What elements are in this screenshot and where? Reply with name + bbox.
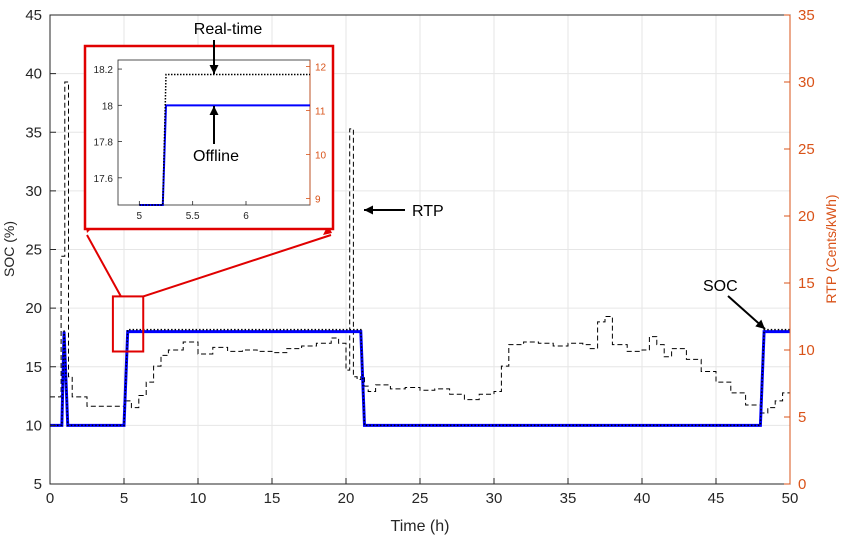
x-tick-label: 50 bbox=[782, 490, 799, 507]
annotation-arrows bbox=[209, 40, 766, 330]
inset-y-right-tick-label: 12 bbox=[315, 63, 327, 74]
x-tick-label: 25 bbox=[412, 490, 429, 507]
inset-y-tick-label: 18 bbox=[102, 101, 114, 112]
y-tick-label: 15 bbox=[25, 359, 42, 376]
annotation-soc: SOC bbox=[703, 278, 738, 295]
y-tick-label: 25 bbox=[25, 242, 42, 259]
arrow-soc-head bbox=[755, 319, 765, 329]
y-right-tick-label: 30 bbox=[798, 74, 815, 91]
inset-y-tick-label: 17.8 bbox=[94, 138, 114, 149]
arrow-offline-head bbox=[209, 106, 219, 115]
inset-x-tick-label: 6 bbox=[243, 211, 249, 222]
y-right-tick-label: 35 bbox=[798, 7, 815, 24]
y-right-tick-label: 15 bbox=[798, 275, 815, 292]
x-tick-label: 30 bbox=[486, 490, 503, 507]
inset-x-tick-label: 5.5 bbox=[186, 211, 200, 222]
y-right-tick-label: 20 bbox=[798, 208, 815, 225]
annotation-rtp: RTP bbox=[412, 203, 444, 220]
x-tick-label: 5 bbox=[120, 490, 128, 507]
tick-layer: 0 5 10 15 20 25 30 35 40 45 5051015202530354045051… bbox=[25, 7, 814, 507]
annotation-realtime: Real-time bbox=[194, 21, 263, 38]
series-layer bbox=[50, 81, 791, 427]
inset-y-right-tick-label: 9 bbox=[315, 194, 321, 205]
arrow-rtp-head bbox=[364, 205, 373, 215]
x-tick-label: 20 bbox=[338, 490, 355, 507]
zoom-region-box bbox=[111, 295, 145, 353]
y-right-tick-label: 0 bbox=[798, 476, 806, 493]
inset-x-tick-label: 5 bbox=[137, 211, 143, 222]
y-tick-label: 40 bbox=[25, 66, 42, 83]
y-tick-label: 35 bbox=[25, 124, 42, 141]
inset-y-tick-label: 18.2 bbox=[94, 65, 114, 76]
inset-chart: 5 5.5 6 17.6 17.8 18 18.2 9 10 11 12 bbox=[83, 44, 335, 231]
x-tick-label: 0 bbox=[46, 490, 54, 507]
y-tick-label: 5 bbox=[34, 476, 42, 493]
inset-y-right-tick-label: 10 bbox=[315, 150, 327, 161]
zoom-connector-left bbox=[86, 234, 122, 297]
y-tick-label: 20 bbox=[25, 300, 42, 317]
inset-y-right-tick-label: 11 bbox=[315, 107, 326, 118]
x-tick-label: 15 bbox=[264, 490, 281, 507]
x-tick-label: 40 bbox=[634, 490, 651, 507]
x-tick-label: 10 bbox=[190, 490, 207, 507]
y-axis-right-label: RTP (Cents/kWh) bbox=[823, 194, 839, 303]
rtp-series-line bbox=[50, 81, 791, 414]
x-tick-label: 35 bbox=[560, 490, 577, 507]
y-tick-label: 10 bbox=[25, 417, 42, 434]
y-right-tick-label: 25 bbox=[798, 141, 815, 158]
y-tick-label: 45 bbox=[25, 7, 42, 24]
annotation-offline: Offline bbox=[193, 148, 239, 165]
inset-y-tick-label: 17.6 bbox=[94, 174, 114, 185]
y-tick-label: 30 bbox=[25, 183, 42, 200]
zoom-connector-right bbox=[142, 234, 332, 298]
y-right-tick-label: 10 bbox=[798, 342, 815, 359]
inset-realtime-series-line bbox=[139, 73, 310, 206]
y-right-tick-label: 5 bbox=[798, 409, 806, 426]
x-tick-label: 45 bbox=[708, 490, 725, 507]
y-axis-label: SOC (%) bbox=[1, 221, 17, 277]
arrow-realtime-head bbox=[209, 65, 219, 74]
x-axis-label: Time (h) bbox=[391, 518, 450, 535]
